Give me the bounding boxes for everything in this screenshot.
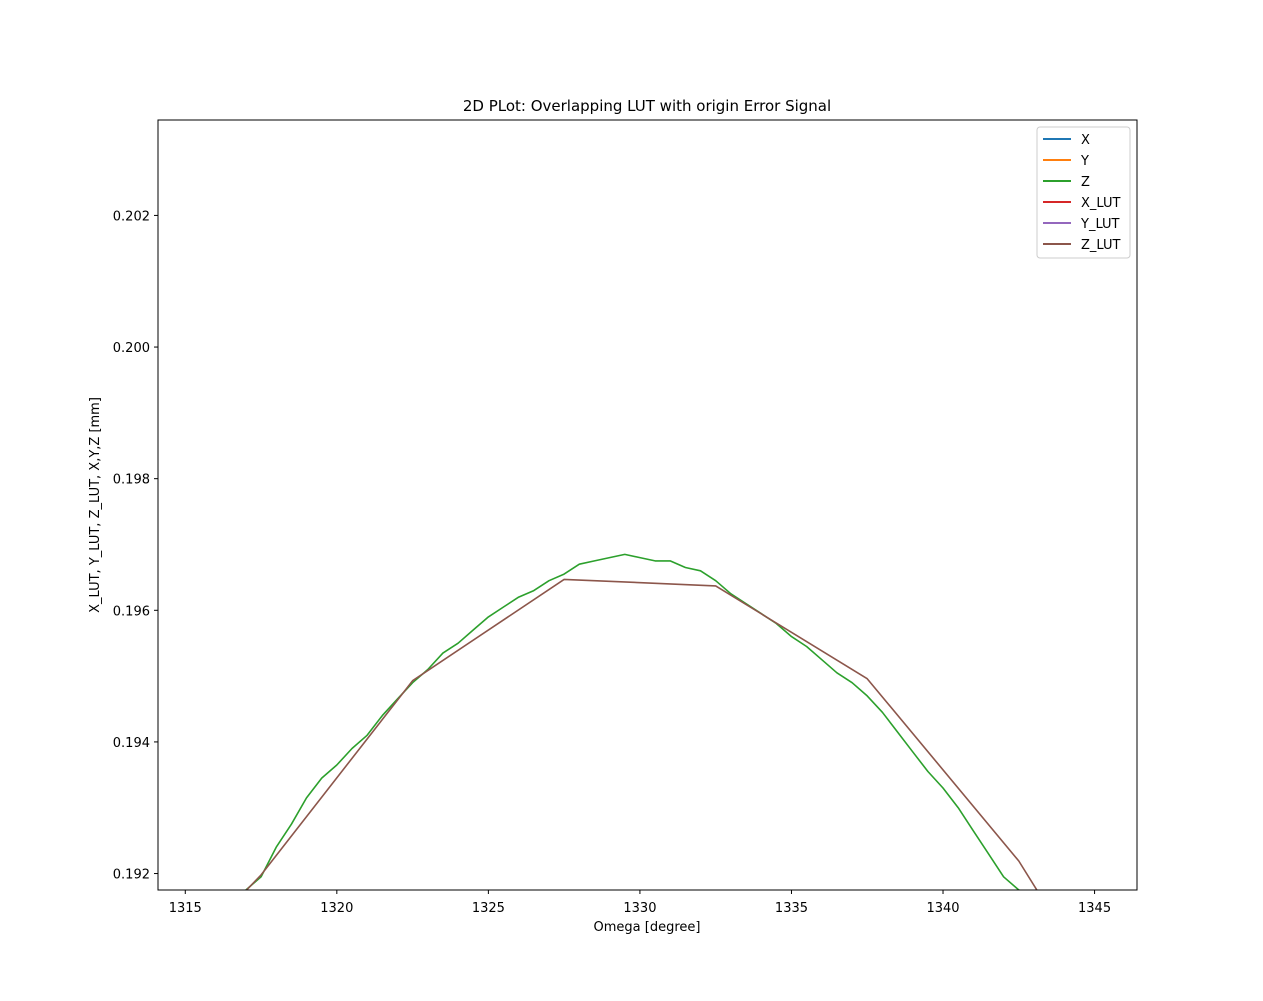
series-line-z	[245, 553, 1023, 890]
x-axis: 1315 1320 1325 1330 1335 1340 1345	[169, 890, 1111, 916]
x-tick-label: 1320	[320, 901, 353, 916]
x-tick-label: 1345	[1078, 901, 1111, 916]
y-tick-label: 0.194	[113, 736, 150, 751]
legend-label: Z_LUT	[1081, 238, 1121, 253]
legend-label: Y_LUT	[1080, 217, 1120, 232]
legend: XYZ X_LUT Y_LUT Z_LUT	[1036, 126, 1131, 259]
plot-frame	[157, 119, 1138, 891]
y-tick-label: 0.200	[113, 341, 150, 356]
x-tick-label: 1315	[169, 901, 202, 916]
plot-lines	[245, 553, 1038, 890]
x-tick-label: 1335	[775, 901, 808, 916]
y-tick-label: 0.202	[113, 209, 150, 224]
y-tick-label: 0.192	[113, 868, 150, 883]
y-axis-label: X_LUT, Y_LUT, Z_LUT, X,Y,Z [mm]	[88, 397, 103, 613]
y-tick-label: 0.198	[113, 473, 150, 488]
series-line-z-lut	[245, 578, 1038, 890]
x-tick-label: 1330	[623, 901, 656, 916]
legend-label: X	[1081, 133, 1090, 148]
legend-label: X_LUT	[1081, 196, 1121, 211]
x-tick-label: 1325	[472, 901, 505, 916]
y-tick-label: 0.196	[113, 604, 150, 619]
x-axis-label: Omega [degree]	[594, 920, 701, 935]
y-axis: 0.192 0.194 0.196 0.198 0.200 0.202	[113, 209, 158, 883]
x-tick-label: 1340	[926, 901, 959, 916]
legend-label: Y	[1080, 154, 1089, 169]
chart-title: 2D PLot: Overlapping LUT with origin Err…	[463, 97, 831, 115]
legend-label: Z	[1081, 175, 1090, 190]
